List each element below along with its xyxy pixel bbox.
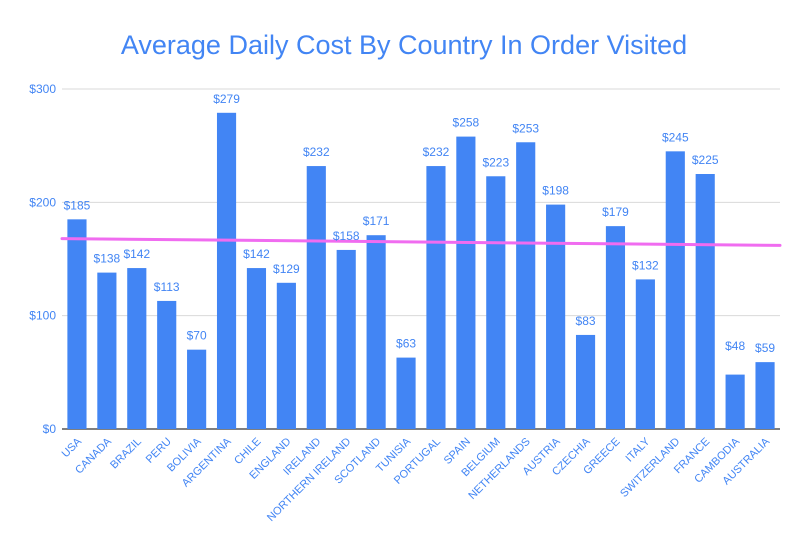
bar-switzerland [665, 151, 685, 430]
data-label-australia: $59 [755, 341, 775, 355]
bar-austria [546, 204, 566, 429]
bar-czechia [575, 334, 596, 429]
data-label-bolivia: $70 [187, 329, 207, 343]
bar-usa [67, 219, 87, 429]
data-label-ireland: $232 [303, 145, 330, 159]
bar-scotland [366, 235, 386, 429]
data-label-italy: $132 [632, 258, 659, 272]
bar-chile [246, 268, 267, 429]
bars [67, 112, 775, 430]
trendline-layer [60, 237, 782, 247]
data-label-tunisia: $63 [396, 337, 416, 351]
data-label-chile: $142 [243, 247, 270, 261]
data-label-spain: $258 [453, 116, 480, 130]
chart-title: Average Daily Cost By Country In Order V… [121, 30, 687, 60]
bar-greece [605, 226, 626, 429]
data-label-brazil: $142 [123, 247, 150, 261]
data-labels: $185$138 $142$113$70$279$142$129$232$158$… [64, 92, 776, 355]
data-label-canada: $138 [94, 252, 121, 266]
bar-tunisia [396, 357, 416, 429]
bar-england [276, 282, 296, 429]
y-axis-ticks: $0 $100 $200 $300 [29, 82, 56, 436]
bar-france [695, 174, 715, 429]
data-label-scotland: $171 [363, 214, 390, 228]
bar-spain [456, 136, 476, 429]
bar-portugal [426, 166, 446, 430]
data-label-england: $129 [273, 262, 300, 276]
bar-northern-ireland [336, 249, 356, 429]
bar-canada [97, 272, 117, 429]
data-label-switzerland: $245 [662, 130, 689, 144]
bar-peru [157, 300, 177, 429]
y-tick-label: $300 [29, 82, 56, 96]
bar-australia [755, 362, 775, 429]
trendline [60, 237, 782, 247]
data-label-argentina: $279 [213, 92, 240, 106]
bar-ireland [306, 166, 326, 430]
x-tick-label-brazil: BRAZIL [108, 436, 144, 472]
data-label-usa: $185 [64, 198, 91, 212]
data-label-czechia: $83 [576, 314, 596, 328]
data-label-cambodia: $48 [725, 339, 745, 353]
bar-bolivia [187, 349, 207, 429]
y-tick-label: $0 [43, 422, 57, 436]
gridlines [62, 88, 780, 430]
bar-argentina [216, 112, 237, 430]
bar-italy [635, 279, 655, 429]
data-label-belgium: $223 [482, 155, 509, 169]
data-label-france: $225 [692, 153, 719, 167]
bar-brazil [127, 268, 147, 429]
data-label-austria: $198 [542, 184, 569, 198]
data-label-netherlands: $253 [512, 121, 539, 135]
data-label-portugal: $232 [423, 145, 450, 159]
data-label-peru: $113 [154, 280, 180, 294]
y-tick-label: $100 [29, 309, 56, 323]
x-tick-label-usa: USA [60, 435, 85, 460]
data-label-greece: $179 [602, 205, 629, 219]
bar-netherlands [516, 142, 536, 429]
y-tick-label: $200 [29, 195, 56, 209]
bar-cambodia [725, 374, 745, 429]
bar-belgium [486, 176, 506, 429]
data-label-northern-ireland: $158 [333, 229, 360, 243]
